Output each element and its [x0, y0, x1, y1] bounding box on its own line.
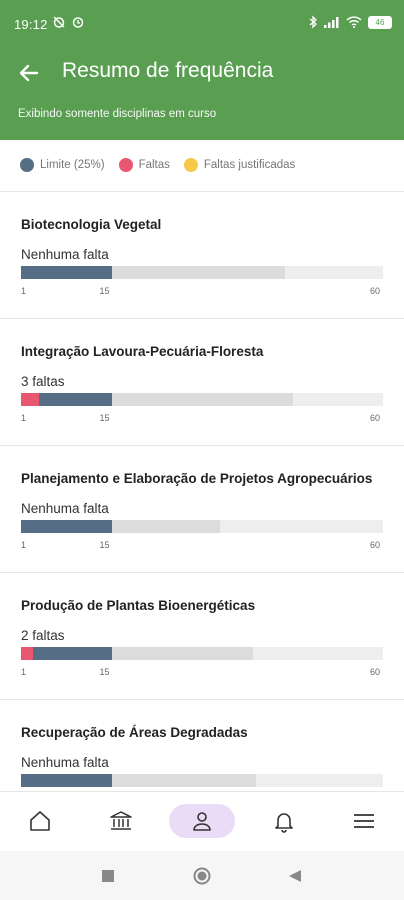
status-bar: 19:12 46: [0, 0, 404, 50]
system-navigation-bar: [0, 851, 404, 900]
nav-home-button[interactable]: [17, 804, 63, 838]
attendance-bar: [21, 393, 383, 406]
legend-label: Faltas: [138, 159, 170, 171]
bar-ticks: 1 15 60: [21, 286, 383, 298]
bluetooth-icon: [309, 15, 317, 29]
course-item[interactable]: Produção de Plantas Bioenergéticas 2 fal…: [0, 572, 404, 699]
course-name: Recuperação de Áreas Degradadas: [21, 725, 248, 740]
tick-min: 1: [21, 540, 27, 550]
signal-icon: [324, 17, 339, 28]
home-icon: [30, 811, 50, 831]
page-title: Resumo de frequência: [62, 59, 274, 82]
attendance-bar: [21, 647, 383, 660]
absence-count: 2 faltas: [21, 628, 65, 643]
recents-square-icon[interactable]: [101, 869, 115, 883]
absence-limit-bar: [21, 393, 112, 406]
absences-bar: [21, 393, 40, 406]
absence-count: Nenhuma falta: [21, 247, 109, 262]
course-name: Planejamento e Elaboração de Projetos Ag…: [21, 471, 373, 486]
bar-ticks: 1 15 60: [21, 667, 383, 679]
legend-label: Limite (25%): [40, 159, 105, 171]
wifi-icon: [346, 16, 362, 28]
absence-limit-bar: [21, 647, 112, 660]
status-time: 19:12: [14, 17, 48, 32]
bottom-navigation: [0, 791, 404, 852]
attendance-bar: [21, 266, 383, 279]
absence-limit-bar: [21, 266, 112, 279]
app-bar: Resumo de frequência Exibindo somente di…: [0, 50, 404, 140]
nav-institution-button[interactable]: [98, 804, 144, 838]
course-name: Produção de Plantas Bioenergéticas: [21, 598, 256, 613]
absence-limit-bar: [21, 520, 112, 533]
bell-icon: [275, 813, 293, 833]
tick-max: 60: [370, 667, 381, 677]
tick-max: 60: [370, 413, 381, 423]
attendance-bar: [21, 520, 383, 533]
page-subtitle: Exibindo somente disciplinas em curso: [18, 108, 217, 120]
legend-item-limit: Limite (25%): [20, 158, 105, 172]
absence-count: Nenhuma falta: [21, 755, 109, 770]
nav-profile-button[interactable]: [169, 804, 235, 838]
menu-icon: [354, 814, 374, 828]
legend-dot: [118, 158, 133, 172]
absence-limit-bar: [21, 774, 112, 787]
nav-notifications-button[interactable]: [261, 804, 307, 838]
tick-limit: 15: [99, 413, 110, 423]
institution-icon: [110, 811, 132, 830]
legend-dot: [183, 158, 198, 172]
course-list[interactable]: Biotecnologia Vegetal Nenhuma falta 1 15…: [0, 191, 404, 791]
tick-limit: 15: [99, 540, 110, 550]
absence-count: Nenhuma falta: [21, 501, 109, 516]
legend-label: Faltas justificadas: [203, 159, 296, 171]
course-item[interactable]: Recuperação de Áreas Degradadas Nenhuma …: [0, 699, 404, 791]
tick-limit: 15: [99, 286, 110, 296]
attendance-bar: [21, 774, 383, 787]
alarm-icon: [72, 17, 84, 28]
nav-menu-button[interactable]: [341, 804, 387, 838]
bar-ticks: 1 15 60: [21, 540, 383, 552]
back-arrow-icon[interactable]: [16, 60, 42, 86]
course-item[interactable]: Planejamento e Elaboração de Projetos Ag…: [0, 445, 404, 572]
back-triangle-icon[interactable]: [288, 869, 302, 883]
course-name: Biotecnologia Vegetal: [21, 217, 162, 232]
tick-min: 1: [21, 413, 27, 423]
tick-max: 60: [370, 540, 381, 550]
alarm-off-icon: [53, 16, 65, 28]
legend: Limite (25%) Faltas Faltas justificadas: [20, 158, 295, 172]
tick-min: 1: [21, 667, 27, 677]
bar-ticks: 1 15 60: [21, 413, 383, 425]
absence-count: 3 faltas: [21, 374, 65, 389]
home-circle-icon[interactable]: [193, 867, 211, 885]
course-item[interactable]: Biotecnologia Vegetal Nenhuma falta 1 15…: [0, 191, 404, 318]
tick-min: 1: [21, 286, 27, 296]
tick-max: 60: [370, 286, 381, 296]
tick-limit: 15: [99, 667, 110, 677]
battery-icon: 46: [368, 15, 392, 29]
course-name: Integração Lavoura-Pecuária-Floresta: [21, 344, 264, 359]
profile-icon: [193, 812, 211, 831]
absences-bar: [21, 647, 34, 660]
legend-dot: [20, 158, 34, 172]
legend-item-absences: Faltas: [118, 158, 170, 172]
course-item[interactable]: Integração Lavoura-Pecuária-Floresta 3 f…: [0, 318, 404, 445]
legend-item-justified: Faltas justificadas: [183, 158, 296, 172]
